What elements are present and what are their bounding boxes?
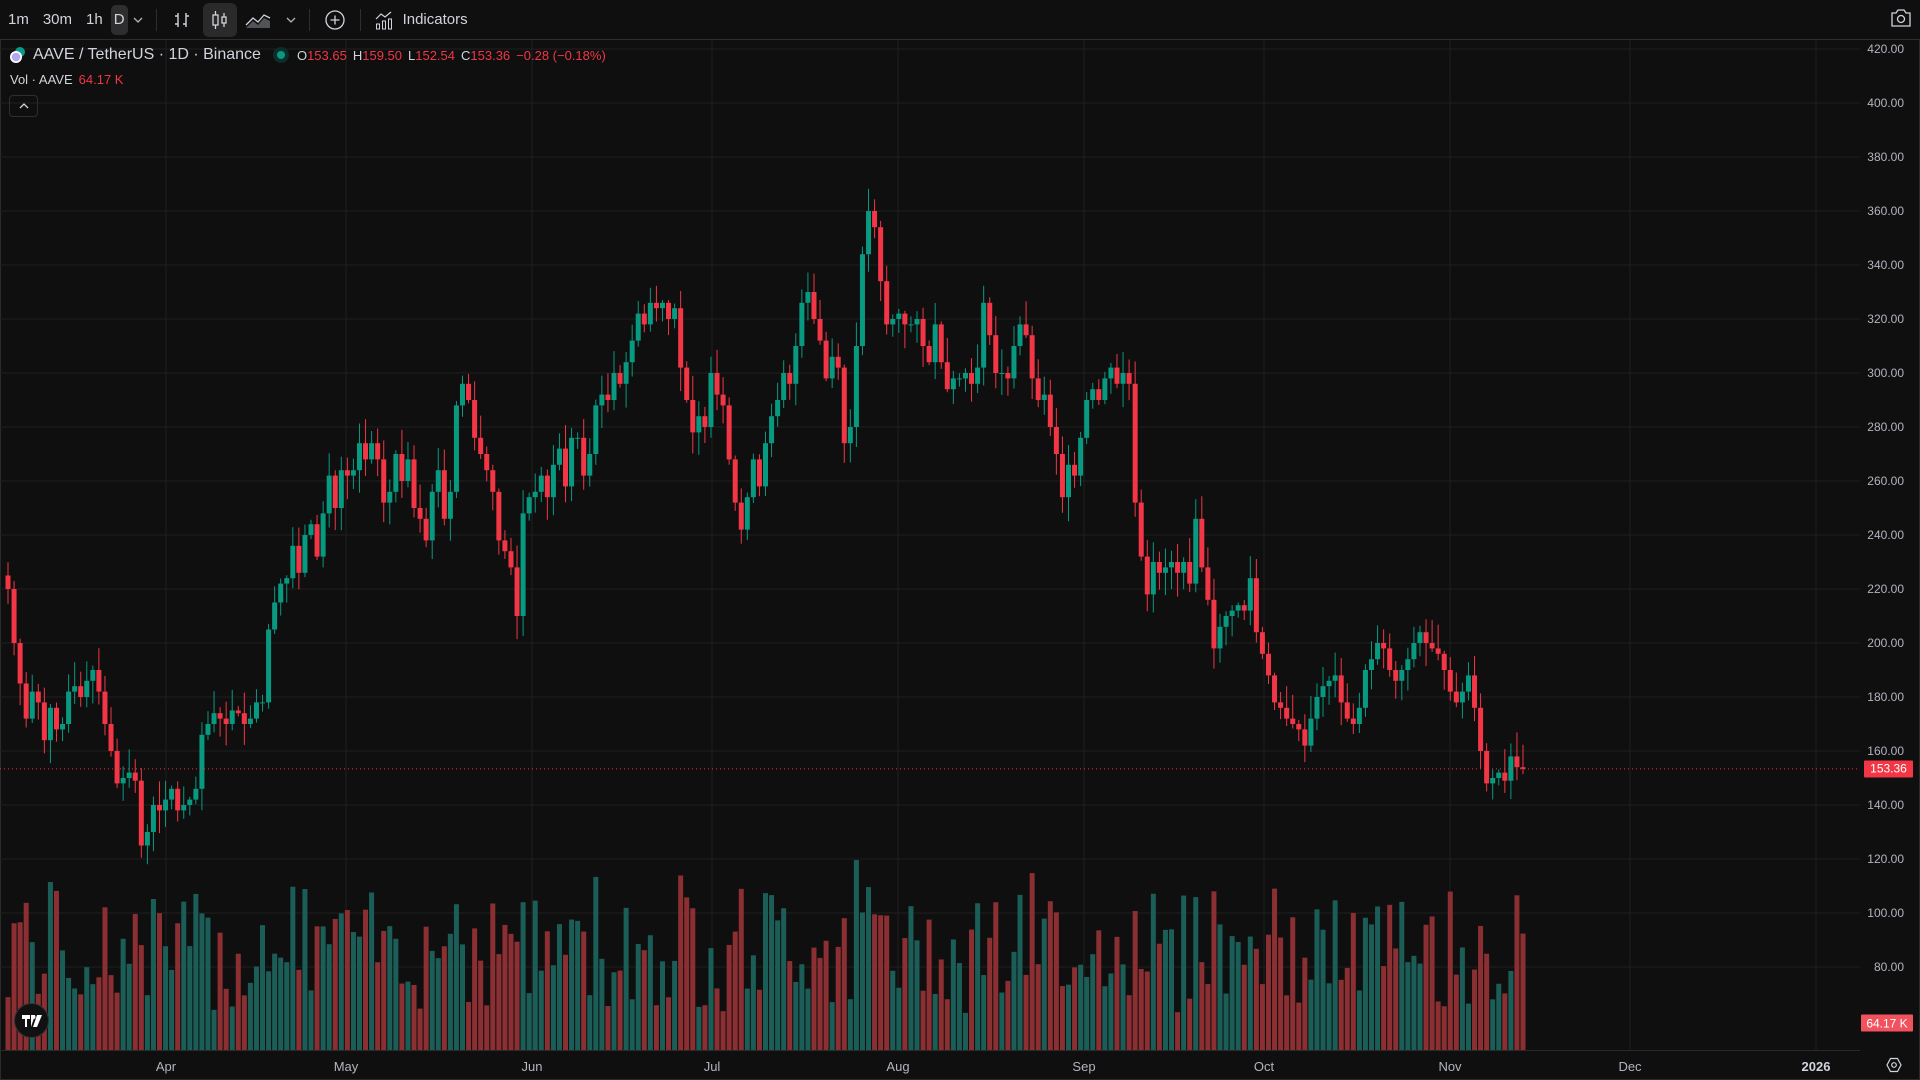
market-open-dot-icon [276,51,285,59]
last-volume-tag: 64.17 K [1861,1014,1913,1032]
price-axis-label: 280.00 [1867,420,1904,434]
tradingview-logo[interactable] [14,1003,49,1038]
area-style-button[interactable] [241,3,275,37]
toolbar-divider [308,8,310,31]
toolbar-divider [359,8,361,31]
interval-dropdown-button[interactable] [128,5,148,35]
time-axis-label: 2026 [1801,1059,1831,1074]
price-axis-label: 360.00 [1867,204,1904,218]
chevron-down-icon [286,17,296,23]
time-axis[interactable]: Apr May Jun Jul Aug Sep Oct Nov Dec 2026 [0,1050,1860,1080]
price-axis-label: 220.00 [1867,582,1904,596]
last-price-tag: 153.36 [1864,760,1913,778]
camera-icon [1891,9,1911,27]
time-axis-label: Aug [886,1059,910,1074]
time-axis-label: Dec [1618,1059,1642,1074]
settings-hexagon-icon [1886,1057,1902,1073]
time-axis-label: Oct [1253,1059,1275,1074]
toolbar-divider [155,8,157,31]
interval-30m-button[interactable]: 30m [42,11,73,28]
time-axis-label: Apr [155,1059,177,1074]
price-axis-label: 100.00 [1867,906,1904,920]
price-axis-label: 140.00 [1867,798,1904,812]
screenshot-button[interactable] [1890,9,1912,32]
open-value: 153.65 [307,47,347,63]
time-axis-label: May [333,1059,359,1074]
market-status-indicator[interactable] [272,47,289,63]
candles-style-icon [211,10,227,29]
time-axis-label: Nov [1438,1059,1462,1074]
price-axis-label: 400.00 [1867,96,1904,110]
time-axis-label: Sep [1072,1059,1096,1074]
chart-settings-button[interactable] [1886,1057,1902,1078]
price-axis-label: 420.00 [1867,42,1904,56]
area-style-icon [245,13,270,28]
plus-circle-icon [324,9,345,30]
candles-style-button[interactable] [202,2,237,37]
interval-1m-button[interactable]: 1m [8,11,29,28]
price-axis-label: 180.00 [1867,690,1904,704]
price-axis-label: 300.00 [1867,366,1904,380]
chevron-down-icon [133,17,143,23]
volume-legend: Vol · AAVE 64.17 K [10,72,123,87]
price-axis-label: 380.00 [1867,150,1904,164]
aave-symbol-icon [9,46,27,64]
interval-d-button[interactable]: D [110,4,128,35]
bars-style-icon [174,12,189,27]
time-axis-label: Jun [521,1059,543,1074]
price-axis-label: 160.00 [1867,744,1904,758]
high-value: 159.50 [362,47,402,63]
volume-value: 64.17 K [78,72,124,87]
bars-style-button[interactable] [165,3,199,37]
interval-1h-button[interactable]: 1h [86,11,103,28]
top-toolbar: 1m 30m 1h D Indicators [0,0,1920,40]
time-axis-label: Jul [703,1059,721,1074]
price-axis-label: 80.00 [1873,960,1904,974]
chart-style-dropdown-button[interactable] [281,5,301,35]
price-axis-label: 340.00 [1867,258,1904,272]
price-chart-canvas[interactable] [0,40,1920,1050]
price-axis-label: 320.00 [1867,312,1904,326]
low-value: 152.54 [415,47,455,63]
price-axis-label: 240.00 [1867,528,1904,542]
ohlc-values: O153.65 H159.50 L152.54 C153.36 −0.28 (−… [296,47,606,63]
price-axis[interactable]: 420.00 400.00 380.00 360.00 340.00 320.00 300.… [1860,0,1920,1050]
indicators-button[interactable]: Indicators [369,10,474,30]
tradingview-logo-icon [21,1014,42,1027]
chevron-up-icon [19,103,28,109]
collapse-legend-button[interactable] [9,95,38,117]
indicators-icon [375,11,392,29]
indicators-label: Indicators [402,11,468,28]
symbol-title[interactable]: AAVE / TetherUS · 1D · Binance [33,46,261,63]
price-axis-label: 260.00 [1867,474,1904,488]
price-axis-label: 120.00 [1867,852,1904,866]
symbol-legend: AAVE / TetherUS · 1D · Binance O153.65 H… [9,46,606,64]
close-value: 153.36 [470,47,511,63]
price-axis-label: 200.00 [1867,636,1904,650]
volume-label: Vol · AAVE [10,72,73,87]
change-value: −0.28 (−0.18%) [516,47,606,63]
compare-add-symbol-button[interactable] [318,3,352,37]
